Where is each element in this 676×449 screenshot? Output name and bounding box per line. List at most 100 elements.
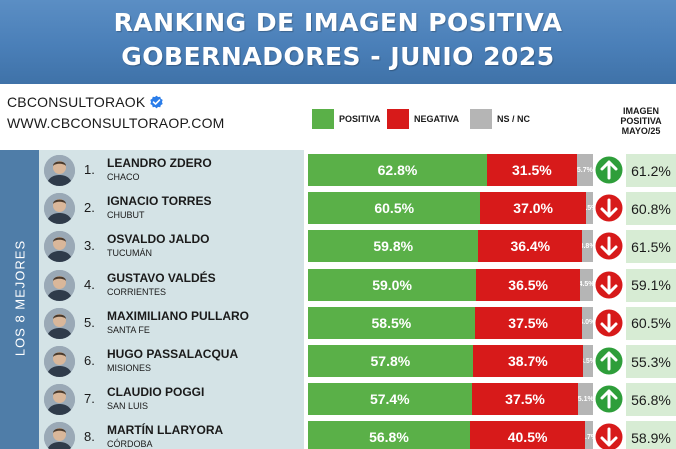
rank-number: 1.	[84, 162, 95, 177]
sidebar	[0, 150, 39, 449]
bar-segment-negativa: 36.4%	[478, 230, 583, 263]
data-label: 31.5%	[512, 162, 552, 178]
previous-column-header: IMAGEN POSITIVA MAYO/25	[620, 106, 662, 136]
legend-swatch-positiva	[312, 109, 334, 129]
avatar	[44, 422, 75, 449]
governor-name: GUSTAVO VALDÉS	[107, 270, 216, 285]
data-label: 38.7%	[508, 353, 548, 369]
legend-negativa: NEGATIVA	[387, 108, 459, 130]
table-row: 6. HUGO PASSALACQUA MISIONES 57.8% 38.7% 3.5%…	[0, 343, 676, 381]
avatar	[44, 346, 75, 377]
stacked-bar: 59.0% 36.5% 4.5%	[308, 268, 593, 301]
previous-value: 59.1%	[626, 268, 676, 302]
arrow-down-icon	[595, 194, 623, 222]
stacked-bar: 62.8% 31.5% 5.7%	[308, 154, 593, 186]
bar-segment-nsnc: 2.7%	[585, 421, 593, 449]
rank-number: 5.	[84, 314, 95, 330]
province-name: CHUBUT	[107, 210, 145, 221]
rank-number: 8.	[84, 429, 95, 445]
data-label: 3.8%	[582, 242, 593, 250]
legend-nsnc: NS / NC	[470, 108, 530, 130]
legend-swatch-nsnc	[470, 109, 492, 129]
legend-swatch-negativa	[387, 109, 409, 129]
data-label: 58.5%	[371, 314, 412, 331]
bar-segment-nsnc: 4.5%	[580, 268, 593, 301]
bar-segment-negativa: 40.5%	[469, 421, 586, 449]
governor-name: LEANDRO ZDERO	[107, 156, 212, 170]
province-name: CÓRDOBA	[107, 439, 153, 449]
stacked-bar: 59.8% 36.4% 3.8%	[308, 230, 593, 263]
bar-segment-positiva: 60.5%	[308, 192, 481, 225]
legend-positiva: POSITIVA	[312, 108, 380, 130]
previous-value: 56.8%	[626, 383, 676, 417]
avatar	[44, 384, 75, 416]
rank-number: 2.	[84, 200, 95, 216]
province-name: TUCUMÁN	[107, 248, 152, 259]
data-label: 5.7%	[576, 166, 593, 174]
avatar	[44, 307, 75, 339]
data-label: 59.0%	[372, 276, 412, 293]
legend-label-nsnc: NS / NC	[497, 114, 531, 124]
governor-name: MARTÍN LLARYORA	[107, 423, 224, 438]
bar-segment-positiva: 62.8%	[308, 154, 487, 186]
data-label: 36.4%	[510, 238, 551, 255]
data-label: 59.8%	[373, 238, 414, 255]
bar-segment-negativa: 31.5%	[486, 154, 577, 186]
previous-value: 58.9%	[626, 421, 676, 449]
data-label: 5.1%	[578, 395, 593, 403]
avatar	[44, 269, 75, 301]
bar-segment-nsnc: 5.7%	[576, 154, 593, 186]
arrow-down-icon	[595, 309, 623, 337]
bar-segment-positiva: 59.0%	[308, 268, 477, 301]
data-label: 40.5%	[507, 429, 548, 446]
governor-name: MAXIMILIANO PULLARO	[107, 308, 249, 323]
bar-segment-negativa: 36.5%	[476, 268, 581, 301]
data-label: 60.5%	[374, 200, 415, 217]
avatar	[44, 231, 75, 263]
title-line-1: RANKING DE IMAGEN POSITIVA	[113, 8, 563, 37]
data-label: 62.8%	[377, 162, 418, 178]
stacked-bar: 56.8% 40.5% 2.7%	[308, 421, 593, 449]
stacked-bar: 58.5% 37.5% 4.0%	[308, 306, 593, 339]
previous-value: 60.5%	[626, 306, 676, 340]
arrow-down-icon	[595, 232, 623, 260]
arrow-up-icon	[595, 385, 623, 413]
governor-name: CLAUDIO POGGI	[107, 385, 205, 400]
data-label: 2.7%	[585, 433, 593, 441]
province-name: CHACO	[107, 172, 140, 182]
arrow-up-icon	[595, 156, 623, 184]
governor-name: IGNACIO TORRES	[107, 194, 212, 209]
bar-segment-nsnc: 2.5%	[585, 192, 593, 225]
data-label: 57.4%	[369, 391, 410, 408]
previous-value: 61.5%	[626, 230, 676, 264]
province-name: MISIONES	[107, 363, 152, 373]
arrow-up-icon	[595, 347, 623, 375]
legend-label-negativa: NEGATIVA	[414, 114, 460, 124]
data-label: 37.0%	[513, 200, 553, 217]
legend-label-positiva: POSITIVA	[339, 114, 381, 124]
previous-value: 60.8%	[626, 192, 676, 226]
rank-number: 3.	[84, 238, 95, 254]
governor-name: OSVALDO JALDO	[107, 232, 210, 247]
bar-segment-positiva: 59.8%	[308, 230, 479, 263]
avatar	[44, 193, 75, 225]
brand-block: CBCONSULTORAOK WWW.CBCONSULTORAOP.COM	[7, 94, 225, 131]
bar-segment-nsnc: 3.5%	[583, 345, 593, 377]
table-row: 7. CLAUDIO POGGI SAN LUIS 57.4% 37.5% 5.1% 56.…	[0, 381, 676, 419]
data-label: 36.5%	[508, 276, 548, 293]
previous-value: 55.3%	[626, 345, 676, 378]
avatar	[44, 155, 75, 186]
data-label: 4.0%	[582, 319, 593, 327]
rank-number: 6.	[84, 353, 95, 368]
bar-segment-nsnc: 3.8%	[582, 230, 593, 263]
data-label: 57.8%	[370, 353, 411, 369]
bar-segment-negativa: 37.5%	[474, 306, 582, 339]
stacked-bar: 57.4% 37.5% 5.1%	[308, 383, 593, 416]
province-name: SAN LUIS	[107, 401, 149, 412]
previous-value: 61.2%	[626, 154, 676, 187]
data-label: 3.5%	[583, 357, 593, 365]
province-name: CORRIENTES	[107, 286, 167, 297]
